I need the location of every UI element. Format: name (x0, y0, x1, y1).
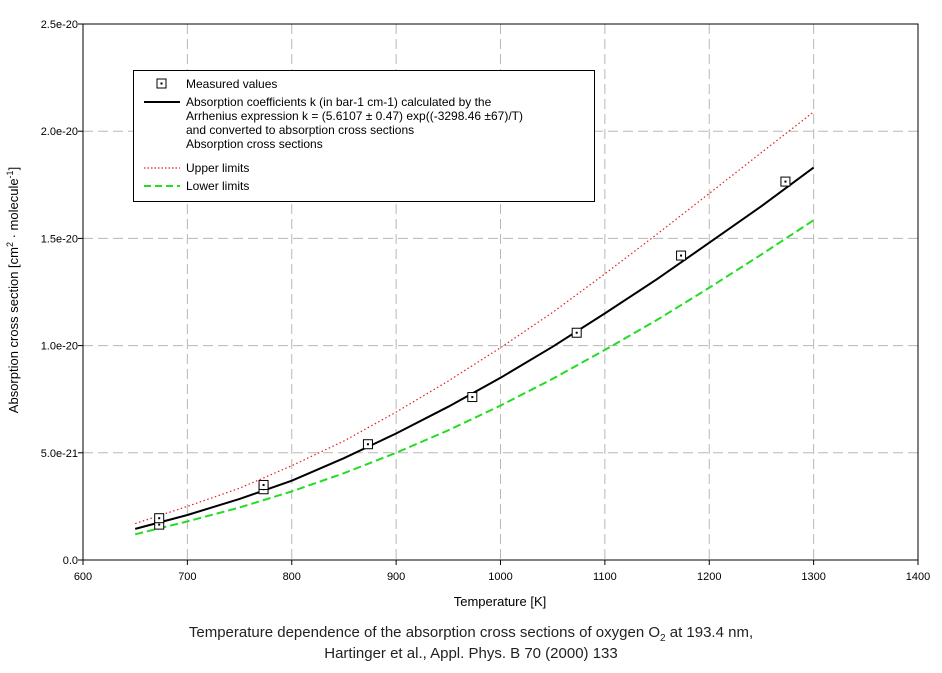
legend-label-upper: Upper limits (186, 161, 250, 175)
x-tick-label: 1300 (801, 571, 825, 583)
x-tick-label: 800 (283, 571, 301, 583)
x-tick-label: 700 (178, 571, 196, 583)
data-point (571, 327, 582, 338)
caption-line-1: Temperature dependence of the absorption… (0, 624, 942, 644)
data-point (676, 250, 687, 261)
caption-line-1-pre: Temperature dependence of the absorption… (188, 624, 660, 641)
y-tick-label: 2.0e-20 (41, 126, 78, 138)
legend: Measured values Absorption coefficients … (133, 70, 595, 202)
x-tick-label: 1100 (593, 571, 617, 583)
caption-line-2: Hartinger et al., Appl. Phys. B 70 (2000… (324, 645, 618, 662)
legend-swatch-absorption (144, 101, 180, 103)
series-line-1 (134, 166, 815, 530)
y-tick-label: 1.5e-20 (41, 233, 78, 245)
legend-label-absorption-2: Arrhenius expression k = (5.6107 ± 0.47)… (186, 109, 524, 123)
x-tick-label: 900 (387, 571, 405, 583)
y-tick-label: 0.0 (63, 555, 78, 567)
data-point (154, 513, 165, 524)
y-tick-label: 1.0e-20 (41, 341, 78, 353)
legend-label-lower: Lower limits (186, 179, 250, 193)
x-tick-label: 1400 (906, 571, 930, 583)
caption-line-1-post: at 193.4 nm, (665, 624, 754, 641)
data-point (467, 392, 478, 403)
legend-label-measured: Measured values (186, 77, 278, 91)
x-tick-label: 1000 (488, 571, 512, 583)
x-tick-label: 1200 (697, 571, 721, 583)
data-point (362, 439, 373, 450)
legend-label-absorption-1: Absorption coefficients k (in bar-1 cm-1… (186, 95, 492, 109)
y-axis-label-sup2: -1 (5, 170, 15, 178)
y-axis-label-mid: · molecule (6, 178, 21, 242)
y-axis-label-main: Absorption cross section [cm (6, 247, 21, 413)
y-tick-label: 5.0e-21 (41, 448, 78, 460)
series-layer (134, 111, 815, 536)
data-point (780, 176, 791, 187)
x-axis-label: Temperature [K] (454, 594, 547, 609)
series-line-3 (134, 219, 815, 536)
legend-swatch-measured (156, 78, 167, 89)
legend-swatch-lower (144, 185, 180, 187)
tick-layer: 600 700 800 900 1000 1100 1200 1300 1400 0.0 5.0e-… (41, 19, 931, 583)
caption-line-1-sub: 2 (660, 633, 666, 644)
y-axis-label: Absorption cross section [cm2 · molecule… (5, 167, 21, 413)
y-axis-label-end: ] (6, 167, 21, 171)
series-line-2 (135, 111, 814, 525)
legend-label-absorption-3: and converted to absorption cross sectio… (186, 123, 415, 137)
y-tick-label: 2.5e-20 (41, 19, 78, 31)
legend-swatch-upper (144, 167, 180, 169)
y-axis-label-sup1: 2 (5, 242, 15, 247)
legend-label-absorption-4: Absorption cross sections (186, 137, 323, 151)
data-point (258, 479, 269, 490)
x-tick-label: 600 (74, 571, 92, 583)
